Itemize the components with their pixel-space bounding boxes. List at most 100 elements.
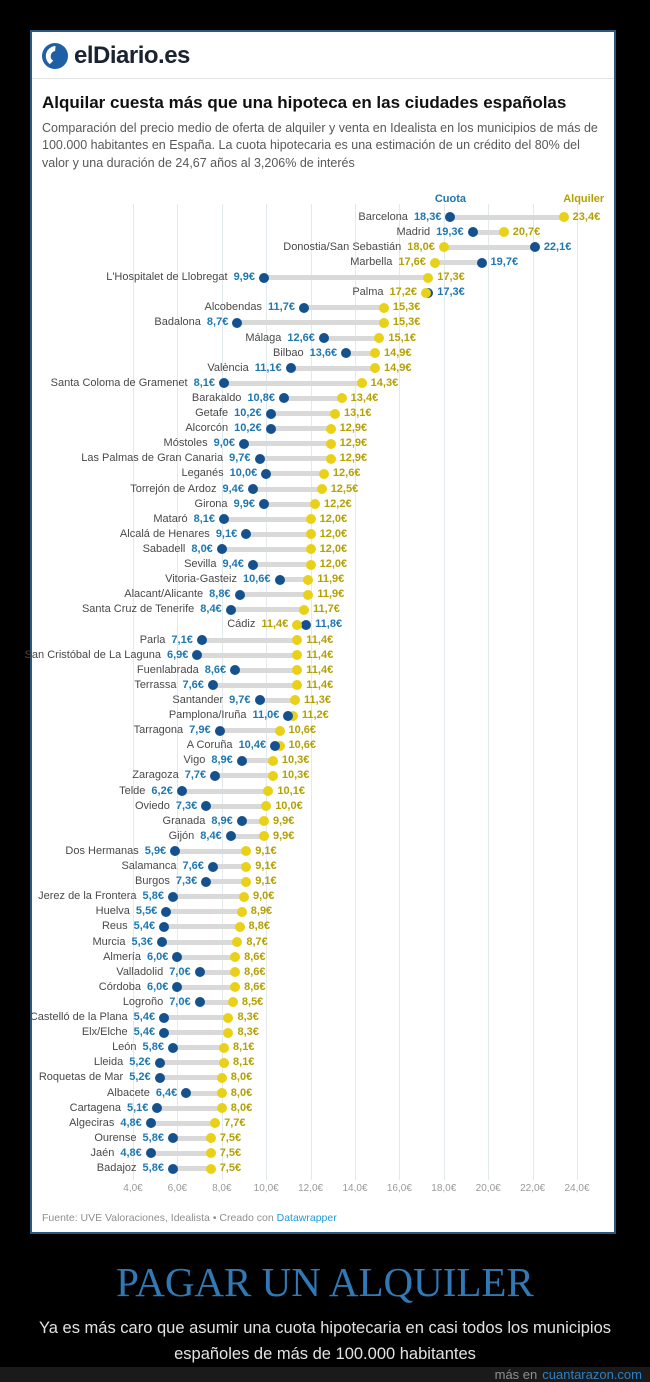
alquiler-dot — [325, 438, 336, 449]
city-label: Jerez de la Frontera — [38, 890, 137, 903]
range-bar — [150, 1150, 211, 1156]
alquiler-value-label: 11,7€ — [312, 603, 340, 616]
city-label: Badalona — [154, 316, 201, 329]
cuota-value-label: 11,8€ — [315, 618, 343, 631]
chart-row: Alacant/Alicante 8,8€ 11,9€ — [42, 587, 608, 602]
alquiler-dot — [230, 967, 241, 978]
chart-row: València 11,1€ 14,9€ — [42, 361, 608, 376]
alquiler-value-label: 8,3€ — [237, 1026, 259, 1039]
chart-row: Roquetas de Mar 5,2€ 8,0€ — [39, 1070, 608, 1085]
chart-row: Cádiz 11,4€ 11,8€ — [42, 617, 608, 632]
cuota-dot — [201, 801, 212, 812]
alquiler-dot — [205, 1133, 216, 1144]
row-left-labels: Alcorcón 10,2€ — [185, 421, 261, 436]
axis-tick-label: 14,0€ — [342, 1183, 368, 1195]
cuota-value-label: 8,1€ — [193, 512, 216, 525]
cuota-dot — [529, 242, 540, 253]
cuota-value-label: 5,3€ — [131, 935, 153, 948]
city-label: L'Hospitalet de Llobregat — [106, 271, 228, 284]
alquiler-value-label: 17,3€ — [437, 271, 465, 284]
city-label: Barcelona — [358, 210, 408, 223]
cuota-value-label: 5,8€ — [142, 1131, 164, 1144]
row-left-labels: Alcobendas 11,7€ — [205, 300, 295, 315]
city-label: Telde — [119, 784, 146, 797]
row-left-labels: Alacant/Alicante 8,8€ — [124, 587, 230, 602]
axis-tick-label: 22,0€ — [520, 1183, 546, 1195]
alquiler-value-label: 11,4€ — [306, 648, 334, 661]
range-bar — [283, 395, 342, 401]
alquiler-value-label: 9,1€ — [255, 844, 277, 857]
cuota-dot — [283, 710, 294, 721]
city-label: Donostia/San Sebastián — [283, 240, 402, 253]
alquiler-value-label: 11,4€ — [306, 678, 334, 691]
alquiler-dot — [305, 514, 316, 525]
alquiler-value-label: 11,4€ — [306, 633, 334, 646]
row-left-labels: Cádiz 11,4€ — [227, 617, 288, 632]
chart-row: Almería 6,0€ 8,6€ — [42, 950, 608, 965]
city-label: Mataró — [153, 512, 188, 525]
cuota-dot — [278, 393, 289, 404]
range-bar — [266, 471, 324, 477]
chart-row: Sevilla 9,4€ 12,0€ — [42, 557, 608, 572]
cuota-dot — [159, 1012, 170, 1023]
row-left-labels: Elx/Elche 5,4€ — [82, 1025, 155, 1040]
cuota-dot — [156, 937, 167, 948]
cuota-value-label: 10,6€ — [243, 573, 271, 586]
alquiler-dot — [292, 680, 303, 691]
city-label: Terrassa — [134, 678, 177, 691]
city-label: Vigo — [183, 754, 206, 767]
chart-row: León 5,8€ 8,1€ — [42, 1040, 608, 1055]
chart-row: Tarragona 7,9€ 10,6€ — [42, 723, 608, 738]
cuota-dot — [445, 212, 456, 223]
alquiler-value-label: 17,6€ — [398, 256, 426, 269]
cuantarazon-link[interactable]: cuantarazon.com — [542, 1367, 642, 1382]
city-label: Girona — [194, 497, 228, 510]
range-bar — [263, 275, 429, 281]
cuota-value-label: 11,7€ — [268, 301, 295, 314]
alquiler-dot — [374, 333, 385, 344]
range-bar — [434, 260, 482, 266]
cuota-value-label: 9,9€ — [233, 271, 255, 284]
alquiler-dot — [290, 695, 301, 706]
row-left-labels: Albacete 6,4€ — [107, 1086, 177, 1101]
range-bar — [219, 728, 280, 734]
alquiler-value-label: 8,0€ — [230, 1071, 253, 1084]
alquiler-dot — [232, 937, 243, 948]
chart-row: Vitoria-Gasteiz 10,6€ 11,9€ — [42, 572, 608, 587]
row-left-labels: Lleida 5,2€ — [94, 1055, 151, 1070]
row-left-labels: Torrejón de Ardoz 9,4€ — [130, 482, 244, 497]
cuota-dot — [219, 514, 230, 525]
city-label: Vitoria-Gasteiz — [165, 573, 237, 586]
cuota-value-label: 5,9€ — [144, 844, 167, 857]
chart-row: Badajoz 5,8€ 7,5€ — [42, 1161, 608, 1176]
chart-row: Albacete 6,4€ 8,0€ — [42, 1086, 608, 1101]
city-label: Oviedo — [134, 799, 170, 812]
range-bar — [150, 1120, 216, 1126]
row-left-labels: Cartagena 5,1€ — [70, 1101, 149, 1116]
alquiler-dot — [230, 982, 241, 993]
city-label: Torrejón de Ardoz — [130, 482, 217, 495]
chart-row: Terrassa 7,6€ 11,4€ — [42, 678, 608, 693]
row-left-labels: Parla 7,1€ — [140, 633, 193, 648]
axis-tick-label: 10,0€ — [253, 1183, 279, 1195]
alquiler-dot — [316, 484, 327, 495]
alquiler-value-label: 8,8€ — [248, 920, 270, 933]
cuota-dot — [254, 695, 265, 706]
cuota-dot — [214, 725, 225, 736]
chart-row: Vigo 8,9€ 10,3€ — [42, 753, 608, 768]
row-left-labels: Bilbao 13,6€ — [273, 346, 337, 361]
city-label: Burgos — [134, 875, 170, 888]
cuota-value-label: 8,9€ — [211, 814, 233, 827]
cuota-value-label: 11,1€ — [254, 361, 282, 374]
alquiler-value-label: 11,3€ — [304, 693, 331, 706]
row-left-labels: Jerez de la Frontera 5,8€ — [38, 889, 164, 904]
cuota-value-label: 9,4€ — [222, 558, 244, 571]
alquiler-dot — [263, 786, 274, 797]
alquiler-dot — [216, 1072, 227, 1083]
chart-row: Santa Coloma de Gramenet 8,1€ 14,3€ — [42, 376, 608, 391]
cuota-value-label: 7,6€ — [182, 860, 204, 873]
datawrapper-link[interactable]: Datawrapper — [276, 1212, 337, 1225]
cuota-dot — [261, 468, 272, 479]
row-left-labels: Marbella 17,6€ — [350, 255, 426, 270]
cuota-value-label: 8,4€ — [200, 829, 222, 842]
